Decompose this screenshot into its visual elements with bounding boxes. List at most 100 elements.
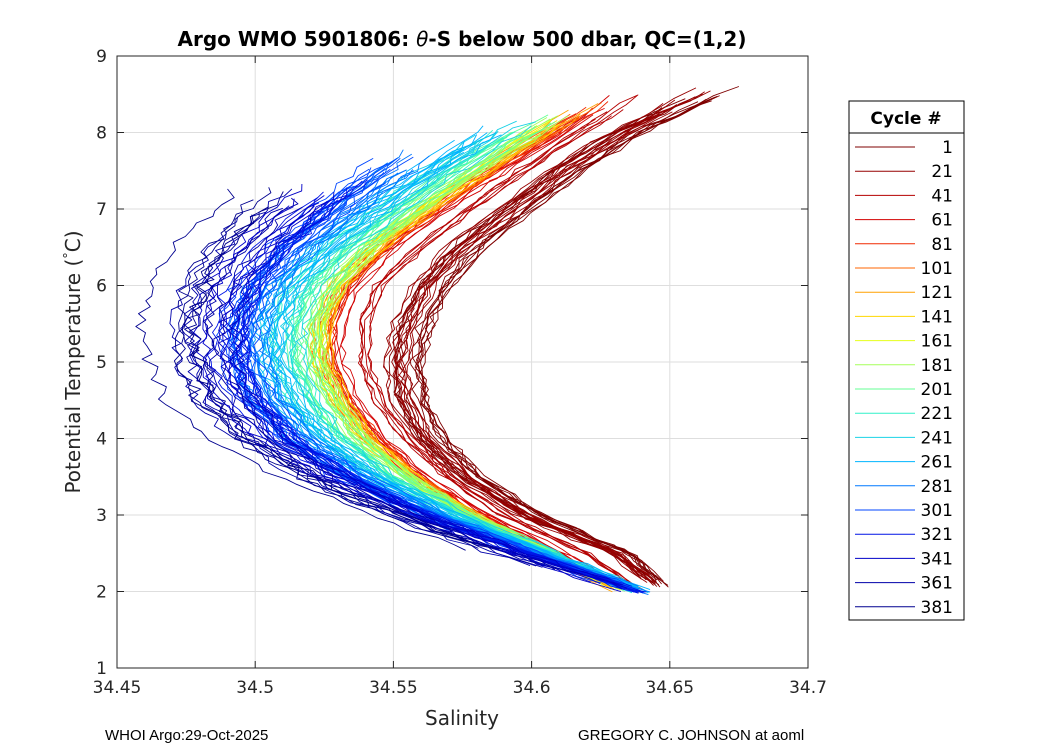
legend-entry: 201 [855, 380, 953, 400]
y-tick-label: 4 [96, 430, 107, 450]
x-axis-label: Salinity [425, 706, 499, 730]
legend-label: 201 [921, 380, 953, 400]
profile-line [205, 197, 556, 571]
x-tick-label: 34.5 [236, 678, 274, 698]
legend-entry: 41 [855, 186, 953, 206]
profile-line [189, 191, 465, 541]
x-tick-label: 34.7 [789, 678, 827, 698]
legend-entry: 181 [855, 356, 953, 376]
legend-label: 341 [921, 549, 953, 569]
legend-entry: 221 [855, 404, 953, 424]
profile-line [309, 115, 604, 581]
profile-line [228, 201, 616, 584]
profile-line [230, 192, 611, 580]
legend-entry: 101 [855, 259, 953, 279]
profile-line [275, 144, 625, 583]
ylabel-suffix: C) [61, 230, 85, 252]
legend-label: 361 [921, 574, 953, 594]
x-tick-label: 34.55 [369, 678, 418, 698]
legend-entry: 341 [855, 549, 953, 569]
legend-entry: 161 [855, 332, 953, 352]
profile-line [313, 122, 639, 591]
legend-label: 381 [921, 598, 953, 618]
legend-label: 21 [931, 162, 953, 182]
y-tick-label: 8 [96, 124, 107, 144]
profile-line [296, 135, 619, 587]
profile-line [402, 90, 711, 584]
legend-entry: 61 [855, 211, 953, 231]
legend-entry: 121 [855, 283, 953, 303]
x-axis: 34.45 34.5 34.55 34.6 34.65 34.7 [93, 56, 827, 698]
y-tick-label: 5 [96, 353, 107, 373]
title-suffix: -S below 500 dbar, QC=(1,2) [428, 27, 746, 51]
legend-label: 101 [921, 259, 953, 279]
profile-line [180, 211, 537, 567]
legend-entry: 241 [855, 428, 953, 448]
series-21 [383, 87, 711, 586]
series-41 [357, 94, 645, 593]
legend-label: 141 [921, 307, 953, 327]
profile-line [383, 87, 697, 580]
profile-line [184, 206, 493, 548]
legend-label: 281 [921, 477, 953, 497]
profile-line [414, 86, 740, 588]
profile-line [202, 205, 601, 585]
legend-label: 1 [942, 138, 953, 158]
profile-line [363, 94, 645, 591]
legend-entry: 81 [855, 235, 953, 255]
legend-entry: 321 [855, 525, 953, 545]
legend-label: 61 [931, 211, 953, 231]
legend-label: 121 [921, 283, 953, 303]
profile-line [397, 105, 678, 581]
y-tick-label: 1 [96, 659, 107, 679]
legend-label: 81 [931, 235, 953, 255]
legend: Cycle # 12141618110112114116118120122124… [848, 100, 965, 621]
profile-line [174, 199, 479, 549]
legend-label: 241 [921, 428, 953, 448]
profile-line [319, 124, 623, 589]
profile-line [272, 132, 632, 585]
profile-line [173, 187, 471, 543]
legend-label: 301 [921, 501, 953, 521]
profile-line [357, 118, 625, 581]
profile-line [274, 120, 638, 590]
x-tick-label: 34.65 [645, 678, 694, 698]
legend-entry: 261 [855, 453, 953, 473]
legend-label: 221 [921, 404, 953, 424]
profile-line [406, 111, 673, 579]
profile-line [182, 214, 499, 550]
profile-line [408, 101, 699, 583]
y-tick-label: 6 [96, 277, 107, 297]
grid [117, 56, 808, 668]
legend-items: 1214161811011211411611812012212412612813… [855, 138, 953, 618]
series-381 [135, 187, 499, 551]
profile-line [367, 109, 641, 590]
legend-entry: 281 [855, 477, 953, 497]
legend-label: 181 [921, 356, 953, 376]
profile-line [295, 125, 630, 584]
profile-line [394, 113, 660, 586]
legend-label: 261 [921, 453, 953, 473]
legend-box [848, 100, 965, 621]
legend-entry: 301 [855, 501, 953, 521]
profile-line [338, 107, 617, 584]
profile-line [135, 188, 466, 551]
series-layer [135, 86, 740, 596]
x-tick-label: 34.6 [513, 678, 551, 698]
profile-line [309, 137, 615, 584]
profile-line [401, 91, 705, 583]
y-tick-label: 3 [96, 506, 107, 526]
profile-line [212, 206, 583, 575]
plot-area: 34.45 34.5 34.55 34.6 34.65 34.7 1 2 3 4 5 6 7 8 9 [93, 47, 827, 698]
profile-line [169, 216, 531, 567]
title-theta: θ [416, 27, 428, 51]
profile-line [246, 156, 644, 594]
x-tick-label: 34.45 [93, 678, 142, 698]
profile-line [322, 133, 620, 587]
legend-entry: 361 [855, 574, 953, 594]
profile-line [232, 187, 638, 593]
chart-title: Argo WMO 5901806: θ-S below 500 dbar, QC… [178, 27, 747, 51]
legend-title: Cycle # [870, 109, 941, 129]
y-axis: 1 2 3 4 5 6 7 8 9 [96, 47, 808, 679]
